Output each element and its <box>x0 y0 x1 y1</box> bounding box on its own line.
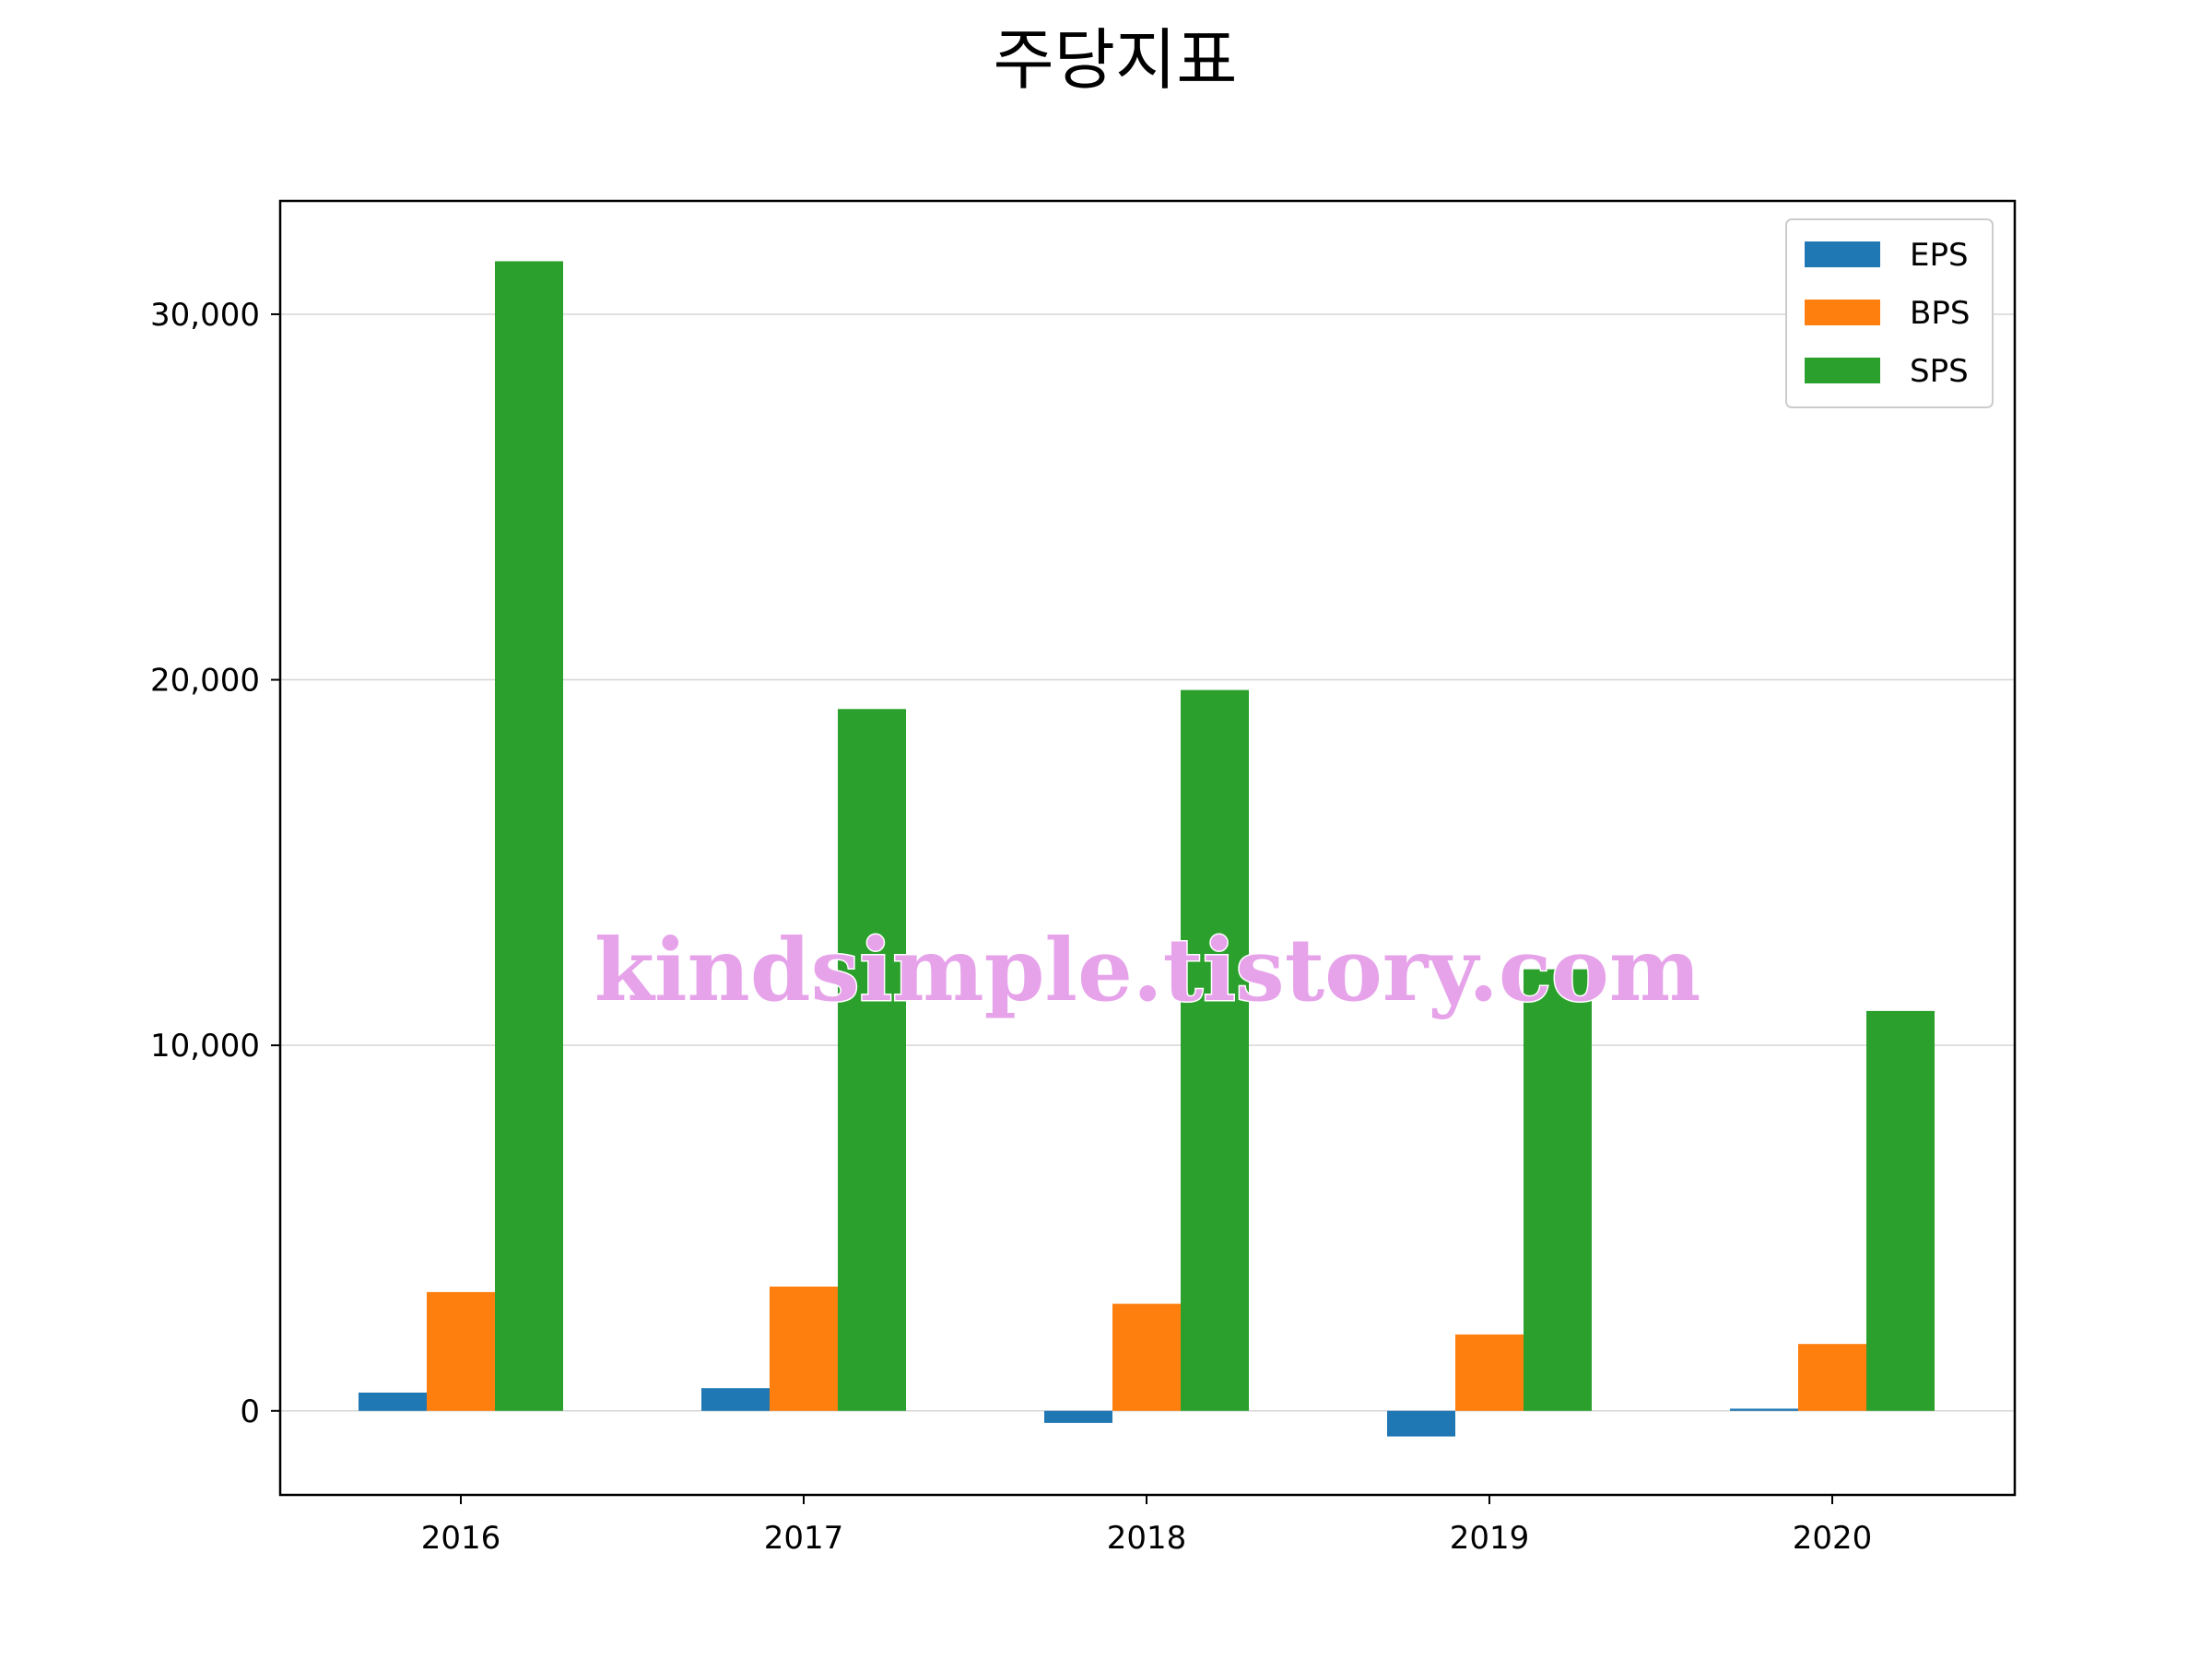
x-axis-ticks: 2016 2017 2018 2019 2020 <box>421 1495 1873 1557</box>
watermark: kindsimple.tistory.com <box>594 920 1701 1021</box>
legend-swatch-eps <box>1805 241 1880 267</box>
bars <box>359 261 1935 1437</box>
bar-sps-2019 <box>1524 969 1592 1411</box>
plot-area <box>280 201 2015 1495</box>
legend-label-bps: BPS <box>1910 295 1970 332</box>
bar-eps-2016 <box>359 1392 427 1411</box>
x-tick-label: 2018 <box>1107 1520 1187 1557</box>
bar-bps-2016 <box>427 1291 495 1411</box>
x-tick-label: 2020 <box>1793 1520 1873 1557</box>
x-tick-label: 2017 <box>764 1520 844 1557</box>
plot-background <box>280 201 2015 1495</box>
bar-sps-2018 <box>1181 689 1249 1411</box>
grid-lines <box>280 313 2015 1412</box>
y-tick-label: 20,000 <box>150 663 260 700</box>
bar-bps-2020 <box>1798 1344 1866 1411</box>
y-tick-label: 0 <box>240 1394 260 1430</box>
legend-label-eps: EPS <box>1910 237 1969 274</box>
y-axis-ticks: 0 10,000 20,000 30,000 <box>150 297 280 1430</box>
legend-label-sps: SPS <box>1910 353 1969 390</box>
chart-title: 주당지표 <box>994 21 1238 99</box>
bar-eps-2019 <box>1387 1410 1455 1437</box>
legend: EPS BPS SPS <box>1785 218 1994 408</box>
bar-eps-2017 <box>701 1388 770 1411</box>
legend-swatch-bps <box>1805 300 1880 325</box>
y-tick-label: 10,000 <box>150 1028 260 1065</box>
x-tick-label: 2019 <box>1450 1520 1530 1557</box>
bar-eps-2020 <box>1730 1408 1798 1411</box>
bar-sps-2017 <box>838 709 906 1411</box>
legend-swatch-sps <box>1805 358 1880 383</box>
x-tick-label: 2016 <box>421 1520 501 1557</box>
bar-bps-2017 <box>770 1286 838 1411</box>
bar-bps-2019 <box>1455 1334 1524 1411</box>
bar-sps-2016 <box>495 261 563 1411</box>
bar-bps-2018 <box>1112 1303 1181 1411</box>
bar-sps-2020 <box>1866 1010 1935 1411</box>
y-tick-label: 30,000 <box>150 297 260 334</box>
bar-eps-2018 <box>1044 1410 1112 1423</box>
